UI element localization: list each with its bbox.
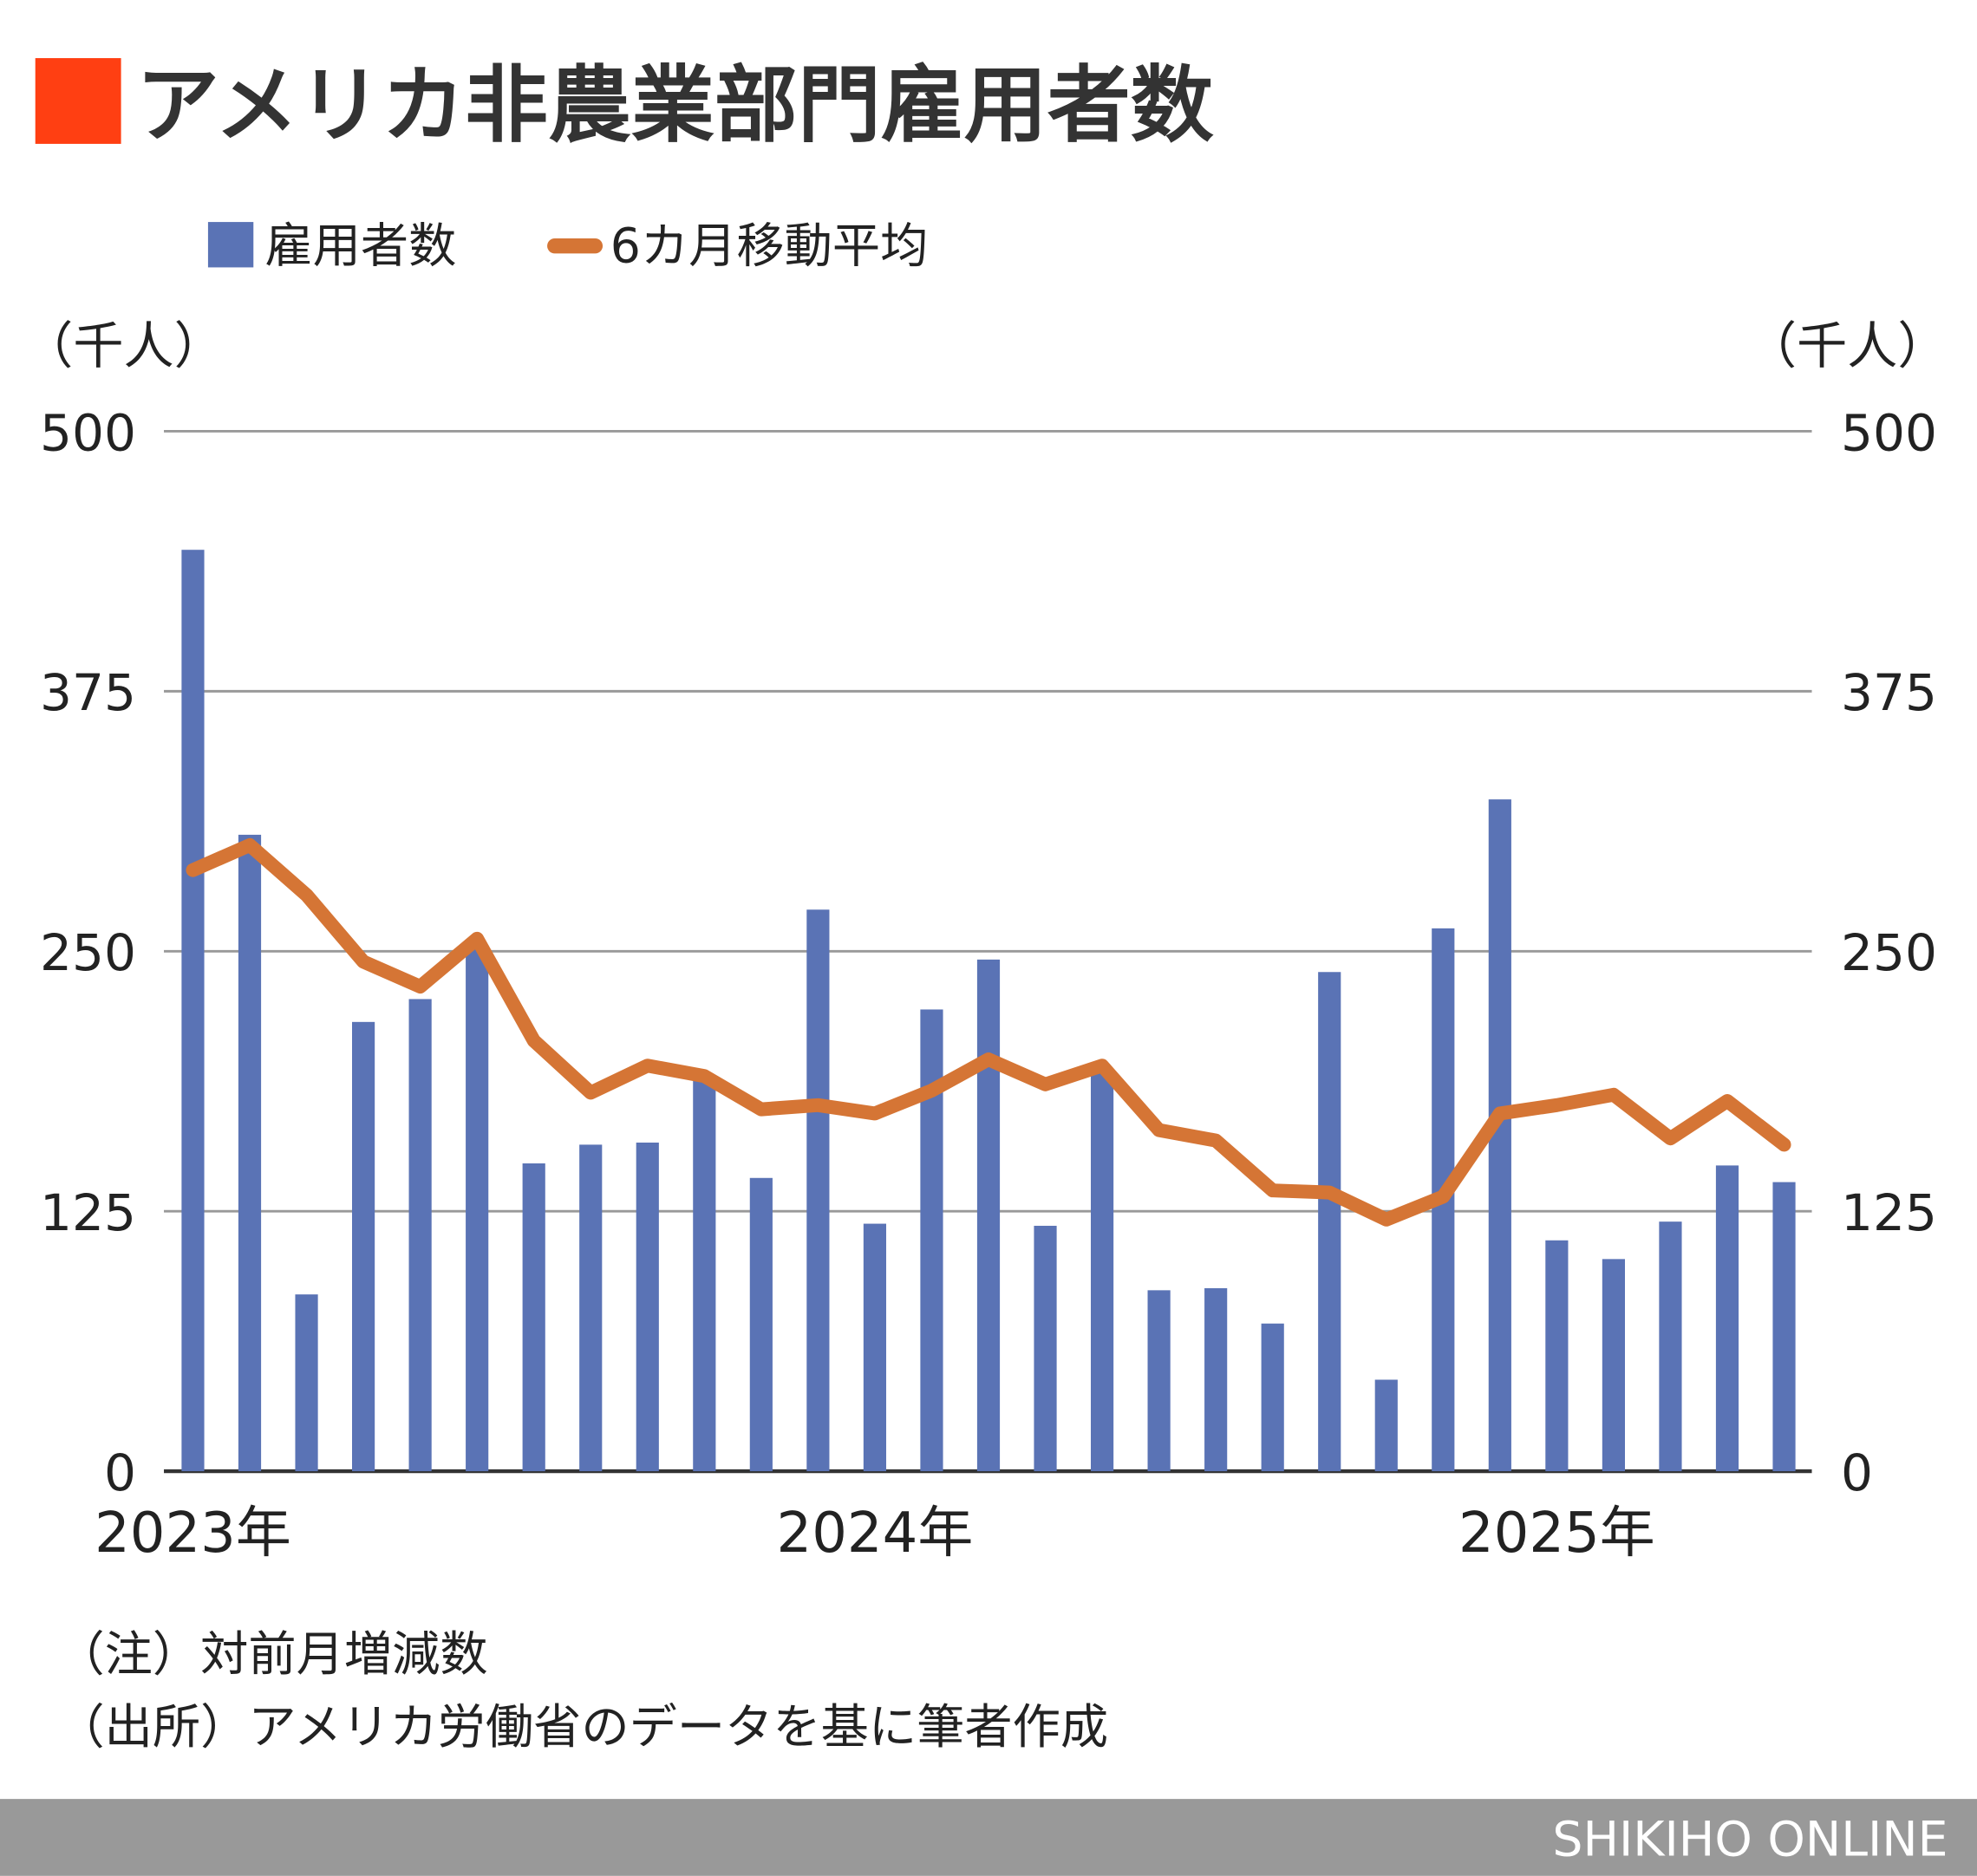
bar xyxy=(1374,1379,1398,1472)
bar xyxy=(181,550,205,1472)
note-1: （注）対前月増減数 xyxy=(56,1627,487,1683)
bar xyxy=(1204,1287,1228,1472)
y-tick-label-left: 375 xyxy=(40,663,136,722)
footer-bar xyxy=(0,1799,1977,1876)
bar xyxy=(636,1142,659,1472)
unit-left: （千人） xyxy=(23,316,225,375)
bar xyxy=(238,834,262,1472)
bar xyxy=(749,1177,773,1472)
bar xyxy=(1034,1225,1057,1472)
bar xyxy=(1772,1182,1796,1472)
bar xyxy=(1261,1323,1284,1472)
legend-bar-swatch xyxy=(207,222,254,268)
y-tick-label-right: 0 xyxy=(1841,1443,1873,1502)
bar xyxy=(1659,1221,1682,1472)
y-tick-label-right: 500 xyxy=(1841,403,1937,462)
bar xyxy=(466,945,489,1472)
y-tick-label-left: 250 xyxy=(40,923,136,982)
bar xyxy=(693,1078,716,1472)
y-tick-label-right: 375 xyxy=(1841,663,1937,722)
bar xyxy=(976,959,1001,1472)
y-tick-label-right: 250 xyxy=(1841,923,1937,982)
y-tick-label-left: 0 xyxy=(104,1443,136,1502)
bar xyxy=(1545,1240,1569,1472)
title-marker xyxy=(35,58,121,144)
bar xyxy=(1715,1165,1739,1472)
bar xyxy=(295,1294,318,1472)
y-tick-label-left: 125 xyxy=(40,1183,136,1242)
bar xyxy=(579,1144,603,1472)
footer-brand: SHIKIHO ONLINE xyxy=(1552,1813,1948,1868)
note-2: （出所）アメリカ労働省のデータを基に筆者作成 xyxy=(56,1700,1108,1755)
bar xyxy=(1602,1259,1625,1472)
bar xyxy=(806,909,830,1472)
bar xyxy=(1147,1290,1171,1472)
bar xyxy=(863,1223,887,1472)
y-tick-label-right: 125 xyxy=(1841,1183,1937,1242)
bar xyxy=(352,1021,375,1472)
chart-title: アメリカ非農業部門雇用者数 xyxy=(136,56,1214,153)
bar xyxy=(522,1163,545,1472)
x-tick-label: 2025年 xyxy=(1458,1501,1655,1566)
legend-line-label: 6カ月移動平均 xyxy=(610,219,929,275)
bar xyxy=(1090,1072,1114,1472)
legend-bar-label: 雇用者数 xyxy=(264,219,456,275)
x-tick-label: 2024年 xyxy=(777,1501,974,1566)
bar xyxy=(408,999,432,1472)
bar xyxy=(1318,972,1341,1472)
unit-right: （千人） xyxy=(1746,316,1948,375)
y-tick-label-left: 500 xyxy=(40,403,136,462)
x-tick-label: 2023年 xyxy=(95,1501,291,1566)
